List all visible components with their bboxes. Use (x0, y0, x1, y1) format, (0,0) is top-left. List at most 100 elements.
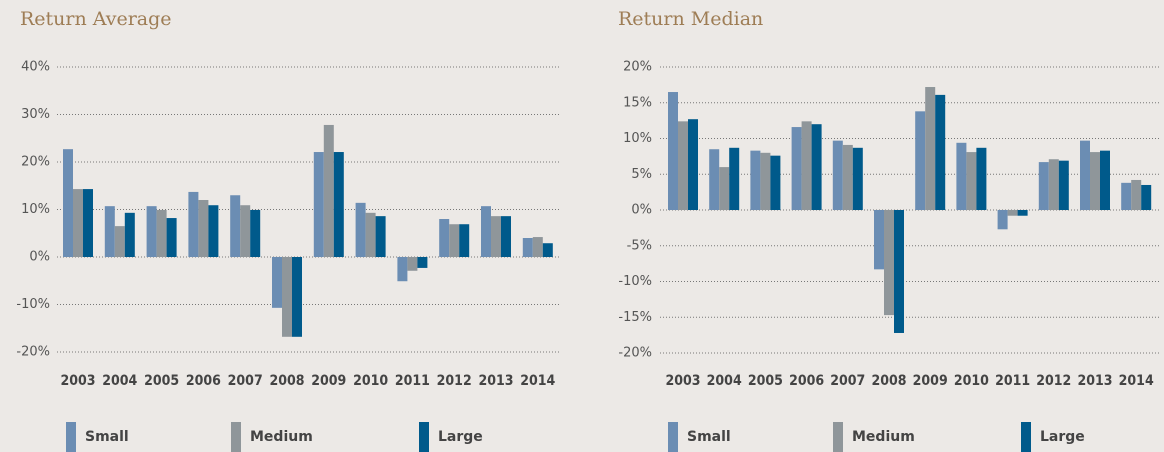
y-tick-label: -20% (618, 346, 652, 361)
y-tick-label: -5% (627, 238, 652, 253)
bar (104, 206, 115, 257)
y-tick-label: -10% (16, 297, 50, 312)
bar (966, 152, 977, 210)
x-tick-label: 2008 (269, 373, 304, 389)
legend-label: Small (85, 429, 129, 445)
x-tick-label: 2003 (665, 373, 700, 389)
legend-label: Small (687, 429, 731, 445)
legend-swatch (419, 422, 429, 452)
bar (114, 226, 125, 257)
bar (397, 257, 408, 282)
chart-title: Return Average (20, 8, 172, 30)
bar (760, 152, 771, 210)
bar (73, 189, 83, 257)
bar (915, 111, 926, 210)
x-tick-label: 2004 (102, 373, 137, 389)
x-tick-label: 2013 (478, 373, 513, 389)
y-tick-label: 10% (21, 202, 50, 217)
bar (208, 205, 219, 257)
bar (750, 150, 761, 210)
bar (439, 219, 450, 257)
y-tick-label: 10% (623, 131, 652, 146)
x-tick-label: 2014 (520, 373, 555, 389)
bar (449, 224, 460, 257)
y-tick-label: 0% (29, 250, 50, 265)
x-tick-label: 2009 (913, 373, 948, 389)
x-tick-label: 2008 (871, 373, 906, 389)
x-tick-label: 2003 (60, 373, 95, 389)
bar (63, 149, 73, 257)
bar (832, 140, 843, 210)
bar (272, 257, 282, 308)
x-tick-label: 2006 (186, 373, 221, 389)
bar (292, 257, 302, 337)
bar (729, 147, 740, 210)
legend-label: Large (438, 429, 483, 445)
bar (770, 155, 781, 210)
x-tick-label: 2005 (144, 373, 179, 389)
bar (811, 124, 822, 210)
bar (997, 210, 1008, 230)
bar (124, 212, 135, 257)
bar (668, 92, 678, 210)
bar (542, 243, 553, 257)
bar (842, 144, 853, 210)
bar (230, 195, 241, 257)
bar (198, 200, 209, 257)
legend-label: Medium (250, 429, 313, 445)
bar (894, 210, 904, 333)
x-tick-label: 2011 (395, 373, 430, 389)
bar (884, 210, 894, 316)
bar (323, 124, 334, 257)
bar (407, 257, 418, 271)
bar (240, 205, 251, 257)
y-tick-label: 30% (21, 107, 50, 122)
bar (1048, 159, 1059, 210)
bar (709, 149, 720, 210)
y-tick-label: -10% (618, 274, 652, 289)
bar (719, 167, 730, 210)
bar (188, 191, 199, 257)
legend-swatch (668, 422, 678, 452)
bar (956, 142, 967, 210)
bar (83, 189, 93, 257)
bar (1131, 179, 1142, 210)
y-tick-label: 15% (623, 95, 652, 110)
bar (522, 238, 533, 257)
bar (355, 202, 366, 257)
x-tick-label: 2014 (1119, 373, 1154, 389)
bar (678, 121, 688, 210)
bar (1090, 152, 1100, 210)
bar (250, 209, 261, 257)
bar (333, 152, 344, 257)
x-tick-label: 2009 (311, 373, 346, 389)
y-tick-label: -15% (618, 310, 652, 325)
x-tick-label: 2010 (353, 373, 388, 389)
legend-label: Large (1040, 429, 1085, 445)
bar (417, 257, 428, 268)
bar (1007, 210, 1018, 216)
bar (501, 216, 511, 257)
legend-label: Medium (852, 429, 915, 445)
bar (313, 152, 324, 257)
y-tick-label: 40% (21, 60, 50, 75)
bar (282, 257, 292, 337)
bar (852, 147, 863, 210)
x-tick-label: 2010 (954, 373, 989, 389)
y-tick-label: -20% (16, 345, 50, 360)
bar (976, 147, 987, 210)
legend-swatch (1021, 422, 1031, 452)
bar (1017, 210, 1028, 216)
bar (532, 237, 543, 257)
bar (1080, 140, 1090, 210)
bar (1038, 162, 1049, 210)
bar (146, 206, 157, 257)
x-tick-label: 2005 (748, 373, 783, 389)
bar (1141, 184, 1152, 210)
bar (1058, 160, 1069, 210)
x-tick-label: 2007 (830, 373, 865, 389)
bar (459, 224, 470, 257)
legend-swatch (66, 422, 76, 452)
bar (481, 206, 491, 257)
